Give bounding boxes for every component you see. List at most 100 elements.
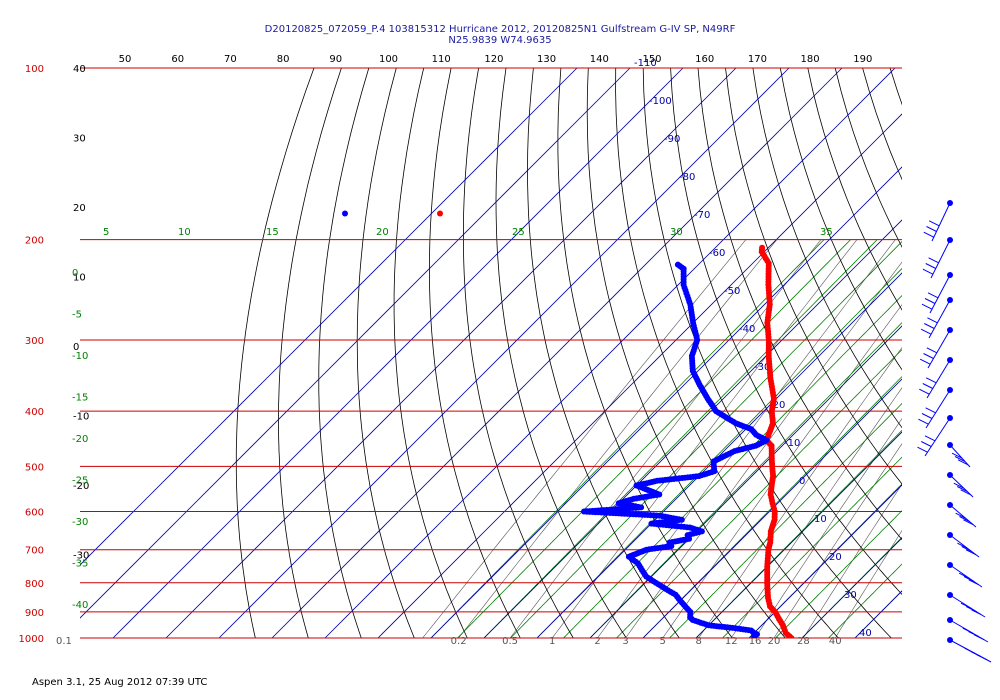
moist-adiabat-label: -25	[72, 476, 88, 487]
pressure-label: 900	[25, 608, 44, 619]
isotherm-label: 20	[829, 552, 842, 563]
dry-adiabat-label: 10	[73, 273, 86, 284]
isotherm-line	[112, 68, 684, 638]
top-axis-tick: 160	[695, 54, 714, 65]
wind-barb-flag	[928, 220, 940, 227]
moist-adiabat-label: -30	[72, 517, 88, 528]
isotherm-line	[801, 537, 902, 638]
mixing-ratio-label: 12	[725, 636, 738, 647]
dry-adiabats	[235, 68, 902, 638]
dewpoint-profile-point	[674, 261, 681, 268]
wind-barb-flag	[921, 413, 933, 419]
mixing-ratio-line	[698, 346, 902, 638]
isotherm-line	[218, 68, 790, 638]
wind-barb-flag	[921, 303, 933, 310]
isotherm-label: -110	[634, 58, 657, 69]
pressure-label: 200	[25, 236, 44, 247]
mixing-ratio-label: 1	[549, 636, 555, 647]
dry-adiabat-label: -10	[73, 412, 89, 423]
wind-barb-flag	[917, 446, 928, 453]
moist-adiabat-label: 0	[72, 268, 78, 279]
isotherm-line	[165, 68, 737, 638]
temperature-profile	[758, 244, 795, 638]
isotherm-line	[377, 113, 902, 638]
wind-barb-staff	[929, 274, 951, 314]
top-axis-tick: 180	[801, 54, 820, 65]
dry-adiabat	[318, 68, 370, 638]
isotherm-line	[854, 590, 902, 638]
top-axis-tick: 150	[642, 54, 661, 65]
wind-barb-flag	[957, 459, 969, 466]
wind-barb-flag	[918, 418, 929, 425]
pressure-label: 300	[25, 336, 44, 347]
wind-barb-staff	[927, 329, 951, 369]
moist-adiabat-label: 5	[103, 227, 109, 238]
moist-adiabat-label: -5	[72, 310, 82, 321]
mixing-ratio-label: 0.5	[502, 636, 518, 647]
dry-adiabat-label: 20	[73, 203, 86, 214]
isotherm-line	[908, 68, 1000, 638]
dry-adiabat-label: 30	[73, 134, 86, 145]
wind-barb-flag	[927, 317, 938, 324]
mixing-ratio-label: 3	[622, 636, 628, 647]
wind-barb-flag	[953, 482, 965, 489]
wind-barb-flag	[923, 231, 935, 238]
temperature-profile-point	[759, 244, 766, 251]
dry-adiabat	[725, 68, 902, 485]
isotherm-label: 40	[859, 628, 872, 639]
top-axis-tick: 90	[329, 54, 342, 65]
top-axis-tick: 140	[590, 54, 609, 65]
isotherm-line	[80, 68, 631, 619]
wind-barb-staff	[926, 359, 951, 399]
sounding-series	[581, 244, 795, 638]
dry-adiabat	[527, 68, 680, 638]
top-axis-tick: 120	[484, 54, 503, 65]
wind-barb-flag	[928, 257, 939, 264]
moist-adiabat-label: 20	[376, 227, 389, 238]
mixing-ratio-line	[509, 239, 822, 638]
pressure-label: 1000	[19, 634, 44, 645]
dry-adiabat	[697, 68, 902, 541]
mixing-ratio-label: 16	[749, 636, 762, 647]
dewpoint-profile	[581, 261, 770, 638]
moist-adiabat-label: 10	[178, 227, 191, 238]
wind-barb-flag	[961, 546, 972, 552]
dry-adiabat	[752, 68, 902, 429]
dry-adiabat	[586, 68, 786, 638]
dry-adiabat-label: -20	[73, 481, 89, 492]
isotherm-label: 30	[844, 590, 857, 601]
isotherm-label: 0	[799, 476, 805, 487]
pressure-label: 800	[25, 579, 44, 590]
wind-barb-staff	[949, 444, 971, 468]
mixing-ratio-label: 20	[768, 636, 781, 647]
isotherm-label: -70	[694, 210, 710, 221]
wind-barb-flag	[958, 572, 970, 579]
wind-barb-flag	[963, 519, 974, 526]
isotherm-line	[430, 166, 902, 638]
moist-adiabat-label: -40	[72, 600, 88, 611]
moist-adiabat-label: -10	[72, 351, 88, 362]
isotherm-line	[536, 272, 902, 638]
dry-adiabat	[356, 68, 415, 638]
wind-barb-flag	[925, 263, 936, 269]
moist-adiabat-label: 35	[820, 227, 833, 238]
dry-adiabat	[889, 68, 902, 106]
mixing-ratio-label: 8	[696, 636, 702, 647]
moist-adiabat-label: -15	[72, 393, 88, 404]
wind-barbs	[917, 200, 992, 663]
isotherm-label: -100	[649, 96, 672, 107]
wind-barb-flag	[924, 298, 936, 304]
wind-barb-staff	[924, 417, 951, 457]
isotherm-label: -60	[709, 248, 725, 259]
dry-adiabat-label: 0	[73, 342, 79, 353]
moist-adiabat	[801, 536, 902, 638]
chart-title-line1: D20120825_072059_P.4 103815312 Hurricane…	[264, 24, 736, 35]
pressure-label: 700	[25, 546, 44, 557]
isotherm-label: 10	[814, 514, 827, 525]
wind-barb-flag	[955, 512, 966, 519]
top-axis-tick: 60	[171, 54, 184, 65]
pressure-label: 500	[25, 462, 44, 473]
mixing-ratio-label: 5	[660, 636, 666, 647]
isotherm-label: -20	[769, 400, 785, 411]
